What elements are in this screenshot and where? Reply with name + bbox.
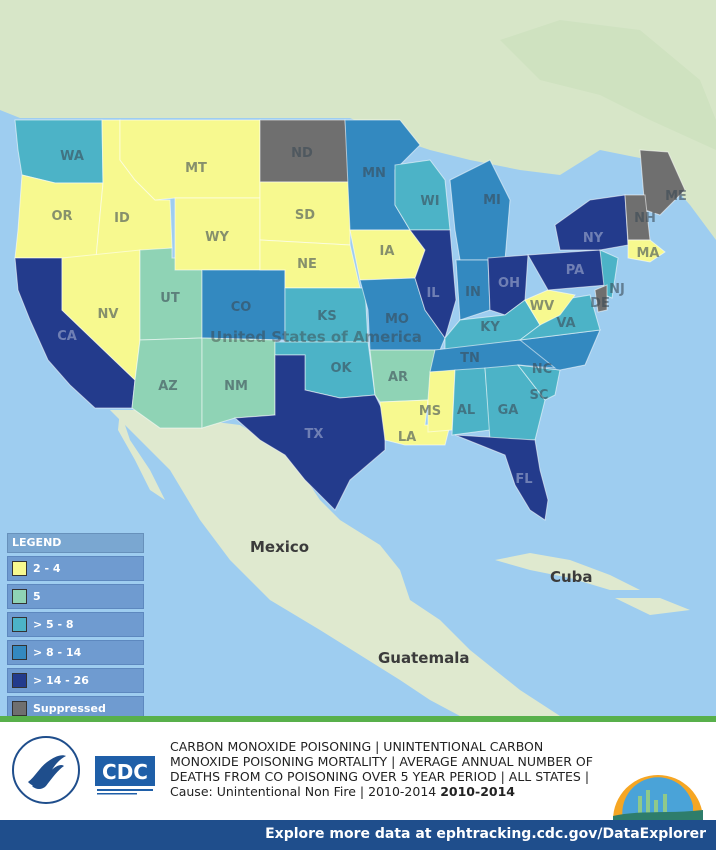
svg-text:AL: AL — [457, 403, 475, 418]
divider-bar — [0, 716, 716, 722]
svg-text:WI: WI — [420, 194, 439, 209]
svg-text:WY: WY — [205, 230, 229, 245]
country-label: United States of America — [210, 328, 422, 346]
svg-text:NV: NV — [98, 307, 119, 322]
cdc-logo: CDC — [93, 752, 157, 796]
hhs-seal-icon — [12, 736, 80, 804]
legend-item: > 14 - 26 — [7, 668, 144, 693]
legend-title: LEGEND — [7, 533, 144, 553]
svg-text:MI: MI — [483, 193, 501, 208]
state-ms[interactable] — [427, 369, 456, 433]
state-wv[interactable] — [524, 289, 576, 326]
svg-text:KY: KY — [480, 320, 500, 335]
footer: CDC CARBON MONOXIDE POISONING | UNINTENT… — [0, 722, 716, 820]
svg-text:TN: TN — [460, 351, 480, 366]
svg-text:PA: PA — [566, 263, 584, 278]
state-fl[interactable] — [454, 434, 549, 521]
svg-text:AR: AR — [388, 370, 408, 385]
svg-text:MT: MT — [185, 161, 207, 176]
cdc-logo-text: CDC — [102, 760, 148, 784]
legend-swatch — [12, 673, 27, 688]
svg-text:DE: DE — [590, 296, 610, 311]
legend-item: 2 - 4 — [7, 556, 144, 581]
tracking-network-logo — [613, 775, 703, 820]
svg-text:WA: WA — [60, 149, 84, 164]
legend-label: > 5 - 8 — [33, 618, 74, 631]
legend-label: 5 — [33, 590, 41, 603]
baja-land — [118, 410, 165, 500]
svg-text:NH: NH — [634, 211, 656, 226]
legend-swatch — [12, 617, 27, 632]
svg-text:MA: MA — [637, 246, 660, 261]
svg-text:AZ: AZ — [158, 379, 178, 394]
svg-text:NC: NC — [532, 362, 552, 377]
caption-year: 2010-2014 — [440, 784, 515, 799]
legend-swatch — [12, 701, 27, 716]
svg-text:NM: NM — [224, 379, 248, 394]
state-il[interactable] — [409, 229, 457, 340]
state-tx[interactable] — [233, 354, 386, 511]
state-de[interactable] — [594, 284, 608, 313]
svg-text:SC: SC — [530, 388, 549, 403]
legend-item: 5 — [7, 584, 144, 609]
svg-text:LA: LA — [398, 430, 416, 445]
svg-text:OK: OK — [330, 361, 352, 376]
svg-text:CA: CA — [57, 329, 77, 344]
svg-text:OR: OR — [51, 209, 72, 224]
legend-label: Suppressed — [33, 702, 106, 715]
svg-text:IA: IA — [380, 244, 395, 259]
svg-text:UT: UT — [160, 291, 180, 306]
mexico-label: Mexico — [250, 538, 309, 556]
state-ma[interactable] — [627, 239, 666, 263]
svg-text:MN: MN — [362, 166, 386, 181]
svg-text:KS: KS — [317, 309, 336, 324]
state-al[interactable] — [451, 367, 491, 436]
svg-text:ID: ID — [114, 211, 130, 226]
cuba-label: Cuba — [550, 568, 593, 586]
legend-swatch — [12, 561, 27, 576]
svg-text:VA: VA — [556, 316, 575, 331]
legend-swatch — [12, 645, 27, 660]
caption-text: CARBON MONOXIDE POISONING | UNINTENTIONA… — [170, 739, 593, 799]
svg-text:NE: NE — [297, 257, 317, 272]
data-explorer-link[interactable]: Explore more data at ephtracking.cdc.gov… — [265, 826, 706, 842]
legend-item: > 5 - 8 — [7, 612, 144, 637]
svg-text:NJ: NJ — [609, 282, 625, 297]
svg-text:FL: FL — [515, 472, 532, 487]
legend-label: 2 - 4 — [33, 562, 61, 575]
mexico-land — [110, 410, 560, 716]
state-va[interactable] — [518, 294, 601, 341]
svg-text:ME: ME — [665, 189, 687, 204]
cuba-land — [495, 553, 640, 590]
svg-text:GA: GA — [498, 403, 519, 418]
svg-text:CO: CO — [231, 300, 252, 315]
svg-text:SD: SD — [295, 208, 315, 223]
legend-label: > 8 - 14 — [33, 646, 82, 659]
svg-text:TX: TX — [305, 427, 324, 442]
data-explorer-bar[interactable]: Explore more data at ephtracking.cdc.gov… — [0, 820, 716, 850]
map-caption: CARBON MONOXIDE POISONING | UNINTENTIONA… — [170, 739, 610, 799]
guatemala-label: Guatemala — [378, 649, 469, 667]
svg-text:MO: MO — [385, 312, 409, 327]
svg-text:IN: IN — [465, 285, 481, 300]
legend-item: > 8 - 14 — [7, 640, 144, 665]
svg-text:WV: WV — [530, 299, 554, 314]
legend: LEGEND 2 - 4 5 > 5 - 8 > 8 - 14 > 14 - 26 Sup… — [7, 533, 144, 721]
svg-text:ND: ND — [291, 146, 313, 161]
svg-text:NY: NY — [583, 231, 604, 246]
state-ga[interactable] — [484, 364, 546, 441]
legend-swatch — [12, 589, 27, 604]
north-land — [500, 20, 716, 150]
svg-text:MS: MS — [419, 404, 441, 419]
hispaniola-land — [615, 598, 690, 615]
svg-text:IL: IL — [426, 286, 439, 301]
legend-label: > 14 - 26 — [33, 674, 89, 687]
svg-text:OH: OH — [498, 276, 520, 291]
state-wa[interactable] — [14, 119, 104, 184]
